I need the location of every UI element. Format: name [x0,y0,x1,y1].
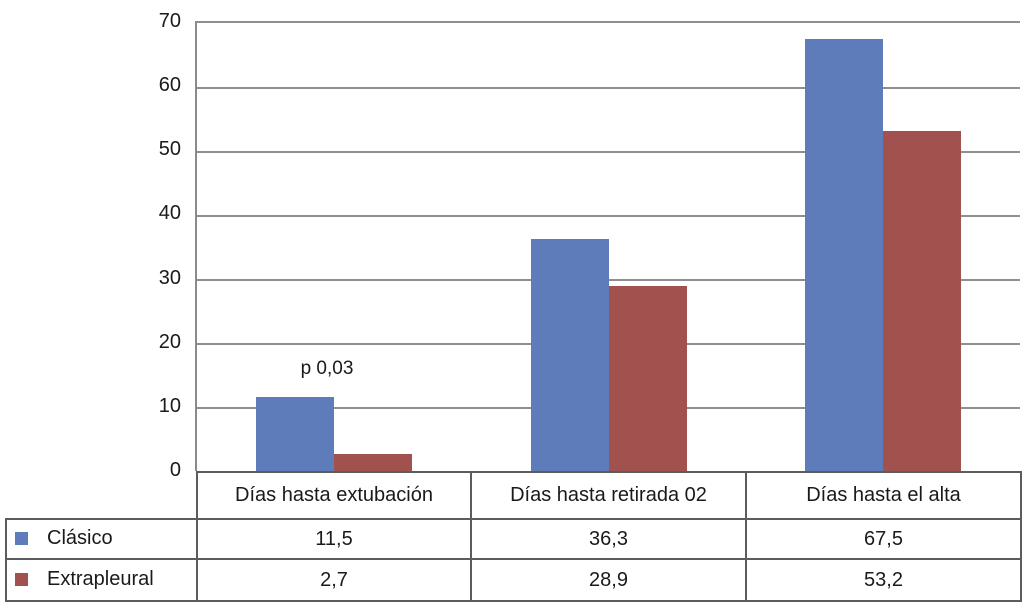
category-header-cell: Días hasta el alta [745,471,1022,520]
gridline [197,87,1020,89]
plot-area: p 0,03 [195,21,1020,471]
y-axis-tick-label: 50 [158,138,181,160]
gridline [197,151,1020,153]
y-axis-tick-label: 60 [158,74,181,96]
legend-cell-clasico: Clásico [5,518,198,560]
y-axis-tick-label: 70 [158,10,181,32]
y-axis: 70 60 50 40 30 20 10 0 [0,0,181,607]
legend-cell-extrapleural: Extrapleural [5,558,198,602]
y-axis-tick-label: 10 [158,395,181,417]
value-cell: 11,5 [196,518,472,560]
bar-clsico-1 [531,239,609,471]
category-header-cell: Días hasta retirada 02 [470,471,747,520]
y-axis-tick-label: 0 [169,459,181,481]
category-header-row: Días hasta extubación Días hasta retirad… [6,471,1022,520]
bar-extrapleural-0 [334,454,412,471]
legend-swatch-extrapleural-icon [15,572,28,586]
y-axis-tick-label: 40 [158,202,181,224]
value-cell: 2,7 [196,558,472,602]
value-cell: 28,9 [470,558,747,602]
value-cell: 53,2 [745,558,1022,602]
y-axis-tick-label: 20 [158,331,181,353]
value-cell: 36,3 [470,518,747,560]
bar-extrapleural-2 [883,131,961,471]
category-header-cell: Días hasta extubación [196,471,472,520]
y-axis-tick-label: 30 [158,267,181,289]
series-row-extrapleural: Extrapleural 2,7 28,9 53,2 [5,558,1022,602]
legend-label-extrapleural: Extrapleural [47,568,154,591]
series-row-clasico: Clásico 11,5 36,3 67,5 [5,518,1022,560]
legend-swatch-clasico-icon [15,531,28,545]
p-value-annotation: p 0,03 [300,358,354,379]
bar-clsico-2 [805,39,883,471]
bar-clsico-0 [256,397,334,471]
table-spacer-cell [6,472,197,519]
data-table: Días hasta extubación Días hasta retirad… [5,471,1022,602]
value-cell: 67,5 [745,518,1022,560]
bar-extrapleural-1 [609,286,687,471]
gridline [197,215,1020,217]
legend-label-clasico: Clásico [47,527,113,550]
